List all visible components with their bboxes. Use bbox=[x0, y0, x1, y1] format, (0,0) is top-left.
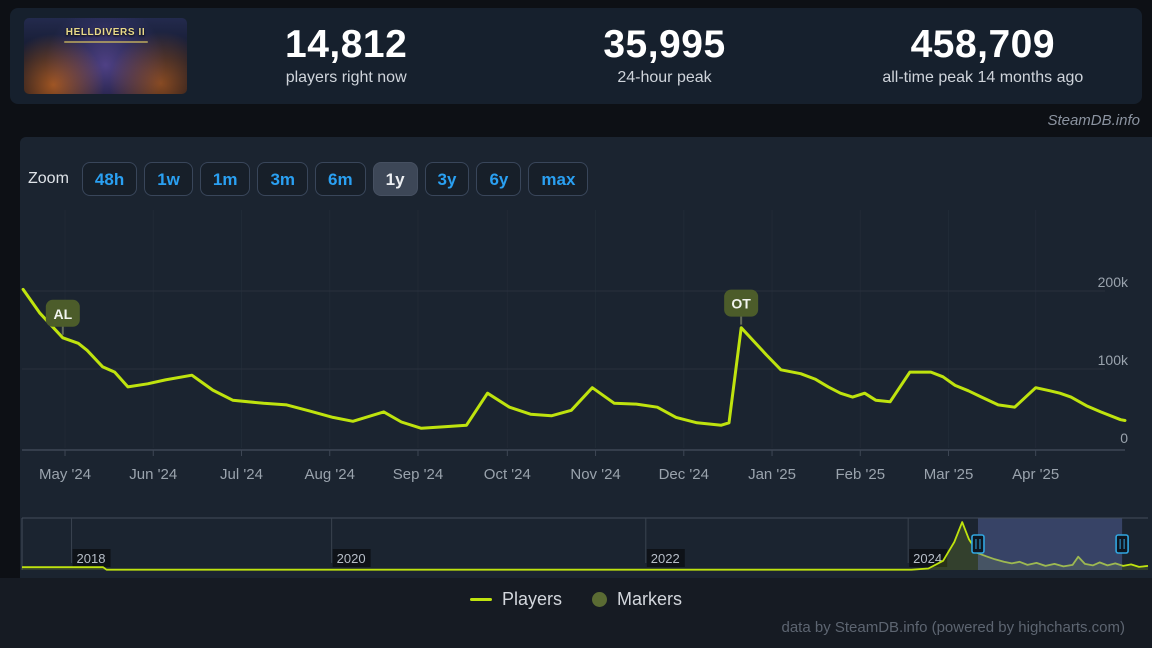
zoom-button-48h[interactable]: 48h bbox=[81, 162, 138, 196]
x-axis-label: Apr '25 bbox=[1012, 466, 1059, 483]
navigator-series-area bbox=[22, 522, 1148, 570]
zoom-button-3m[interactable]: 3m bbox=[257, 162, 309, 196]
navigator-year-label-bg bbox=[909, 549, 948, 567]
players-chart[interactable]: May '24 Jun '24 Jul '24 Aug '24 Sep '24 Oct '… bbox=[20, 137, 1152, 578]
stat-value: 458,709 bbox=[910, 23, 1056, 67]
legend-line-swatch-icon bbox=[469, 598, 492, 601]
chart-marker-label: AL bbox=[53, 306, 72, 322]
zoom-button-max[interactable]: max bbox=[528, 162, 589, 196]
x-axis-label: Nov '24 bbox=[570, 466, 620, 483]
stats-group: 14,812 players right now 35,995 24-hour pea… bbox=[187, 23, 1142, 87]
x-axis-label: Sep '24 bbox=[393, 466, 443, 483]
zoom-button-3y[interactable]: 3y bbox=[424, 162, 470, 196]
stat-alltime-peak: 458,709 all-time peak 14 months ago bbox=[824, 23, 1142, 87]
game-banner[interactable]: HELLDIVERS II bbox=[24, 18, 187, 94]
zoom-buttons-group: 48h 1w 1m 3m 6m 1y 3y 6y max bbox=[81, 162, 596, 196]
zoom-button-1y[interactable]: 1y bbox=[372, 162, 418, 196]
navigator-year-label-bg bbox=[332, 549, 371, 567]
chart-legend: Players Markers bbox=[0, 589, 1152, 610]
x-axis-label: Feb '25 bbox=[835, 466, 885, 483]
zoom-toolbar: Zoom 48h 1w 1m 3m 6m 1y 3y 6y max bbox=[28, 162, 595, 196]
steamdb-watermark: SteamDB.info bbox=[1047, 112, 1140, 129]
navigator-left-handle[interactable] bbox=[971, 534, 985, 554]
navigator-year-label-bg bbox=[72, 549, 111, 567]
chart-navigator[interactable]: 2018 2020 2022 2024 bbox=[0, 505, 1152, 578]
zoom-button-1m[interactable]: 1m bbox=[199, 162, 251, 196]
x-axis-label: Jul '24 bbox=[220, 466, 263, 483]
navigator-year-label: 2024 bbox=[913, 551, 942, 566]
zoom-button-1w[interactable]: 1w bbox=[144, 162, 193, 196]
players-series-line[interactable] bbox=[21, 287, 1127, 430]
legend-label: Markers bbox=[617, 589, 683, 609]
navigator-selected-range[interactable] bbox=[977, 518, 1123, 571]
navigator-right-handle[interactable] bbox=[1115, 534, 1129, 554]
chart-marker-badge[interactable] bbox=[724, 289, 759, 317]
chart-card: Zoom 48h 1w 1m 3m 6m 1y 3y 6y max May '24 Jun '24… bbox=[20, 137, 1152, 578]
chart-marker-label: OT bbox=[731, 296, 751, 312]
navigator-series-line bbox=[22, 521, 1149, 571]
legend-item-markers[interactable]: Markers bbox=[592, 589, 682, 610]
legend-item-players[interactable]: Players bbox=[469, 589, 562, 610]
stat-value: 35,995 bbox=[603, 23, 726, 67]
stats-bar: HELLDIVERS II 14,812 players right now 35,… bbox=[10, 8, 1142, 104]
stat-current-players: 14,812 players right now bbox=[187, 23, 505, 87]
x-axis-label: Mar '25 bbox=[924, 466, 974, 483]
x-axis-label: Jan '25 bbox=[748, 466, 796, 483]
game-banner-title: HELLDIVERS II bbox=[65, 27, 146, 38]
chart-credits: data by SteamDB.info (powered by highcha… bbox=[781, 619, 1126, 636]
x-axis-label: Jun '24 bbox=[129, 466, 177, 483]
navigator-year-label: 2018 bbox=[77, 551, 106, 566]
game-banner-emblem bbox=[63, 41, 148, 43]
legend-label: Players bbox=[501, 589, 562, 609]
x-axis-label: May '24 bbox=[39, 466, 91, 483]
chart-footer-strip: Players Markers data by SteamDB.info (pow… bbox=[0, 578, 1152, 648]
stat-value: 14,812 bbox=[285, 23, 408, 67]
stat-label: all-time peak 14 months ago bbox=[882, 68, 1084, 86]
x-axis-label: Aug '24 bbox=[305, 466, 355, 483]
navigator-year-label-bg bbox=[646, 549, 685, 567]
y-axis-label: 0 bbox=[1120, 430, 1128, 446]
y-axis-label: 100k bbox=[1098, 352, 1129, 368]
navigator-year-label: 2022 bbox=[651, 551, 680, 566]
legend-circle-swatch-icon bbox=[592, 592, 607, 607]
y-axis-label: 200k bbox=[1098, 274, 1129, 290]
x-axis-label: Oct '24 bbox=[484, 466, 531, 483]
zoom-label: Zoom bbox=[28, 170, 69, 187]
x-axis-label: Dec '24 bbox=[659, 466, 709, 483]
navigator-year-label: 2020 bbox=[337, 551, 366, 566]
zoom-button-6m[interactable]: 6m bbox=[315, 162, 366, 196]
stat-24h-peak: 35,995 24-hour peak bbox=[505, 23, 823, 87]
zoom-button-6y[interactable]: 6y bbox=[476, 162, 522, 196]
stat-label: players right now bbox=[285, 68, 407, 86]
stat-label: 24-hour peak bbox=[617, 68, 712, 86]
chart-marker-badge[interactable] bbox=[45, 299, 80, 327]
